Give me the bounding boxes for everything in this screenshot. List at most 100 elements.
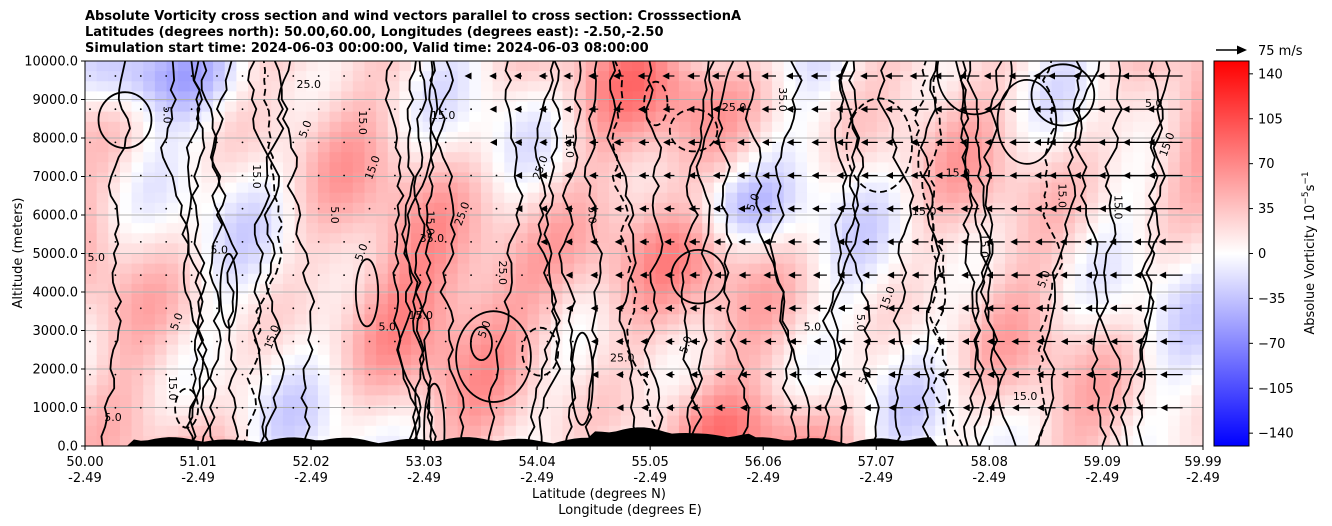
vorticity-cell bbox=[143, 314, 156, 326]
vorticity-cell bbox=[259, 202, 272, 214]
vorticity-cell bbox=[271, 223, 284, 234]
vorticity-cell bbox=[655, 273, 668, 285]
wind-vector bbox=[267, 241, 269, 243]
vorticity-cell bbox=[352, 111, 366, 123]
wind-vector bbox=[934, 105, 954, 113]
vorticity-cell bbox=[981, 364, 994, 376]
vorticity-cell bbox=[469, 142, 482, 153]
vorticity-cell bbox=[364, 162, 377, 174]
vorticity-cell bbox=[539, 405, 552, 417]
vorticity-cell bbox=[166, 304, 179, 315]
vorticity-cell bbox=[865, 375, 878, 386]
vorticity-cell bbox=[143, 212, 156, 224]
wind-vector bbox=[588, 72, 599, 80]
vorticity-cell bbox=[1086, 243, 1099, 255]
vorticity-cell bbox=[259, 61, 272, 72]
vorticity-cell bbox=[667, 81, 680, 92]
vorticity-cell bbox=[504, 172, 517, 184]
vorticity-cell bbox=[678, 81, 692, 92]
wind-vector-head bbox=[814, 404, 822, 412]
vorticity-cell bbox=[807, 91, 820, 103]
vorticity-cell bbox=[818, 415, 831, 427]
vorticity-cell bbox=[1168, 324, 1181, 336]
vorticity-cell bbox=[748, 152, 762, 163]
vorticity-cell bbox=[1016, 152, 1029, 163]
vorticity-cell bbox=[807, 162, 820, 174]
vorticity-cell bbox=[189, 283, 203, 295]
vorticity-cell bbox=[690, 273, 703, 285]
vorticity-cell bbox=[1121, 182, 1134, 194]
vorticity-cell bbox=[748, 212, 762, 224]
vorticity-cell bbox=[958, 435, 971, 446]
vorticity-cell bbox=[644, 192, 657, 204]
vorticity-cell bbox=[702, 354, 715, 366]
vorticity-cell bbox=[702, 385, 715, 396]
wind-vector-head bbox=[1159, 338, 1167, 345]
vorticity-cell bbox=[644, 162, 657, 174]
vorticity-cell bbox=[85, 294, 98, 305]
vorticity-cell bbox=[876, 233, 890, 244]
vorticity-cell bbox=[1109, 425, 1123, 437]
vorticity-cell bbox=[609, 61, 622, 72]
vorticity-cell bbox=[1028, 223, 1041, 234]
vorticity-cell bbox=[853, 233, 866, 244]
vorticity-cell bbox=[550, 385, 564, 396]
vorticity-cell bbox=[1074, 192, 1088, 204]
vorticity-cell bbox=[376, 121, 389, 133]
wind-vector-head bbox=[861, 172, 869, 179]
vorticity-cell bbox=[1086, 283, 1099, 295]
vorticity-cell bbox=[1179, 375, 1192, 386]
wind-vector-head bbox=[588, 72, 596, 80]
vorticity-cell bbox=[189, 354, 203, 366]
vorticity-cell bbox=[492, 192, 505, 204]
wind-vector bbox=[470, 274, 472, 276]
vorticity-cell bbox=[841, 425, 855, 437]
wind-vector bbox=[664, 271, 675, 279]
vorticity-cell bbox=[550, 111, 564, 123]
wind-vector-head bbox=[1049, 172, 1057, 179]
vorticity-cell bbox=[271, 395, 284, 407]
vorticity-cell bbox=[923, 405, 936, 417]
vorticity-cell bbox=[1121, 334, 1134, 346]
wind-vector bbox=[664, 304, 675, 312]
vorticity-cell bbox=[492, 324, 505, 336]
vorticity-cell bbox=[492, 162, 505, 174]
vorticity-cell bbox=[585, 101, 599, 113]
vorticity-cell bbox=[515, 111, 529, 123]
vorticity-cell bbox=[1121, 142, 1134, 153]
vorticity-cell bbox=[96, 354, 109, 366]
vorticity-cell bbox=[446, 375, 459, 386]
vorticity-cell bbox=[422, 182, 435, 194]
vorticity-cell bbox=[434, 91, 447, 103]
vorticity-cell bbox=[189, 152, 203, 163]
vorticity-cell bbox=[1098, 385, 1111, 396]
vorticity-cell bbox=[655, 91, 668, 103]
vorticity-cell bbox=[795, 405, 808, 417]
contour-line bbox=[415, 61, 454, 446]
vorticity-cell bbox=[387, 91, 401, 103]
vorticity-cell bbox=[1063, 101, 1076, 113]
wind-vector bbox=[835, 105, 853, 113]
wind-vector bbox=[317, 174, 320, 177]
vorticity-cell bbox=[1028, 304, 1041, 315]
vorticity-cell bbox=[981, 273, 994, 285]
vorticity-cell bbox=[632, 71, 645, 82]
vorticity-cell bbox=[119, 162, 133, 174]
vorticity-cell bbox=[702, 91, 715, 103]
vorticity-cell bbox=[1086, 314, 1099, 326]
vorticity-cell bbox=[1086, 415, 1099, 427]
vorticity-cell bbox=[224, 202, 237, 214]
vorticity-cell bbox=[131, 263, 144, 275]
wind-vector-head bbox=[1034, 172, 1042, 179]
contour-labels: 5.015.05.05.05.015.05.015.05.025.05.05.0… bbox=[87, 78, 1177, 424]
vorticity-cell bbox=[178, 81, 191, 92]
vorticity-cell bbox=[143, 344, 156, 356]
vorticity-cell bbox=[900, 233, 913, 244]
wind-vector bbox=[938, 404, 954, 412]
vorticity-cell bbox=[515, 121, 529, 133]
vorticity-cell bbox=[725, 304, 738, 315]
vorticity-cell bbox=[143, 243, 156, 255]
vorticity-cell bbox=[807, 273, 820, 285]
vorticity-cell bbox=[795, 152, 808, 163]
